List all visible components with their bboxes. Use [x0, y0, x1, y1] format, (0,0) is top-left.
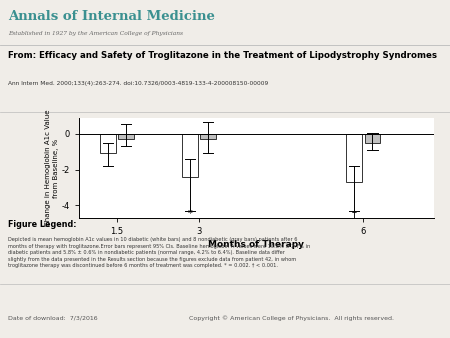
Text: Depicted is mean hemoglobin A1c values in 10 diabetic (white bars) and 8 nondiab: Depicted is mean hemoglobin A1c values i…	[8, 237, 310, 268]
Bar	[100, 134, 116, 153]
Text: †: †	[352, 210, 356, 219]
Bar	[182, 134, 198, 177]
Text: Figure Legend:: Figure Legend:	[8, 220, 76, 229]
Text: Copyright © American College of Physicians.  All rights reserved.: Copyright © American College of Physicia…	[189, 315, 394, 321]
Bar	[118, 134, 134, 139]
Text: Established in 1927 by the American College of Physicians: Established in 1927 by the American Coll…	[8, 31, 183, 36]
Text: From: Efficacy and Safety of Troglitazone in the Treatment of Lipodystrophy Synd: From: Efficacy and Safety of Troglitazon…	[8, 51, 437, 59]
Bar	[346, 134, 362, 182]
Bar	[364, 134, 380, 143]
Text: Date of download:  7/3/2016: Date of download: 7/3/2016	[8, 315, 98, 320]
Text: Ann Intern Med. 2000;133(4):263-274. doi:10.7326/0003-4819-133-4-200008150-00009: Ann Intern Med. 2000;133(4):263-274. doi…	[8, 81, 268, 86]
Y-axis label: Change in Hemoglobin A1c Value
from Baseline, %: Change in Hemoglobin A1c Value from Base…	[45, 110, 58, 226]
Bar	[200, 134, 216, 139]
Text: *: *	[188, 210, 193, 219]
X-axis label: Months of Therapy: Months of Therapy	[208, 240, 305, 249]
Text: Annals of Internal Medicine: Annals of Internal Medicine	[8, 10, 215, 23]
